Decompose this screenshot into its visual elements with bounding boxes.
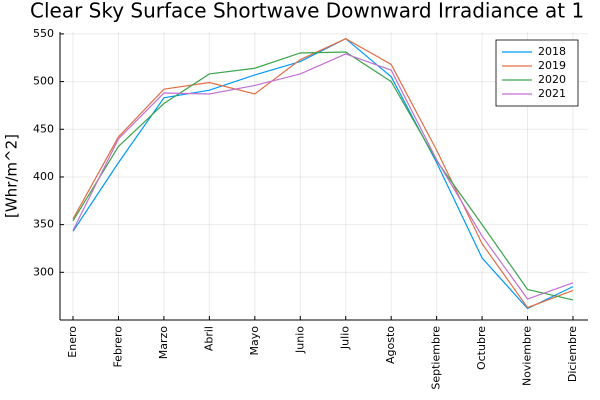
x-tick-label: Julio <box>339 326 352 350</box>
x-tick-label: Diciembre <box>566 326 579 382</box>
legend-label: 2021 <box>538 87 566 100</box>
series-line <box>72 51 574 301</box>
x-tick-label: Abril <box>202 326 215 351</box>
legend-label: 2020 <box>538 73 566 86</box>
y-tick-label: 550 <box>33 27 54 40</box>
legend-box <box>495 39 579 107</box>
series-line <box>72 53 574 300</box>
y-tick-label: 450 <box>33 122 54 135</box>
x-tick-label: Noviembre <box>521 326 534 386</box>
x-tick-label: Febrero <box>111 326 124 368</box>
y-tick-label: 400 <box>33 170 54 183</box>
chart-title: Clear Sky Surface Shortwave Downward Irr… <box>30 0 584 23</box>
y-axis-label: [Whr/m^2] <box>3 134 21 218</box>
legend-label: 2018 <box>538 45 566 58</box>
y-tick-label: 500 <box>33 75 54 88</box>
y-tick-label: 300 <box>33 265 54 278</box>
x-tick-label: Agosto <box>384 326 397 364</box>
series-line <box>72 38 574 309</box>
x-tick-label: Septiembre <box>430 326 443 390</box>
x-tick-label: Junio <box>293 326 306 354</box>
x-tick-label: Marzo <box>157 326 170 360</box>
x-tick-label: Enero <box>66 326 79 358</box>
x-tick-label: Mayo <box>248 326 261 356</box>
y-tick-label: 350 <box>33 218 54 231</box>
series-line <box>72 37 574 310</box>
x-tick-label: Octubre <box>475 326 488 370</box>
legend-label: 2019 <box>538 59 566 72</box>
